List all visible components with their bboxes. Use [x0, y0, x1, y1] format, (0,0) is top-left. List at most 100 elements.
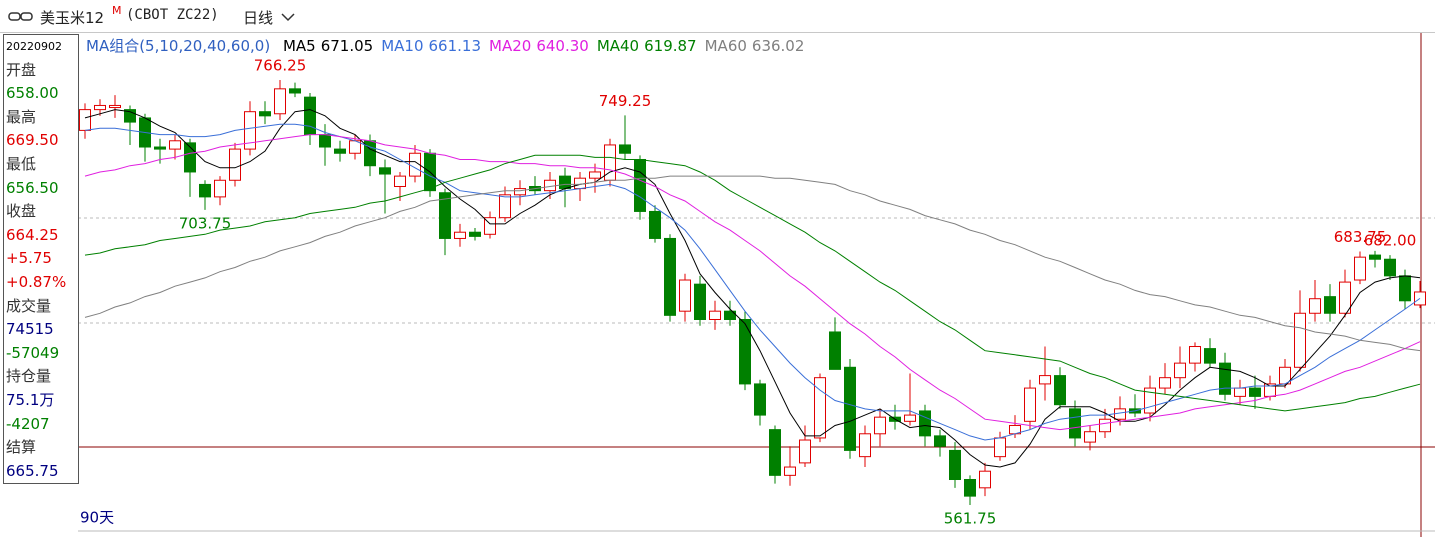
- info-item: 75.1万: [6, 390, 55, 409]
- candle-body: [559, 175, 571, 190]
- candle-body: [109, 104, 121, 109]
- ma-line: [84, 123, 1421, 441]
- info-item: -57049: [6, 343, 60, 362]
- candle-body: [724, 310, 736, 320]
- candle-body: [679, 279, 691, 312]
- candle-body: [94, 104, 106, 111]
- legend-name: MA10: [381, 37, 424, 55]
- period-label: 90天: [80, 509, 114, 527]
- symbol-code: (CBOT ZC22): [126, 7, 219, 23]
- info-item: -4207: [6, 414, 50, 433]
- candle-body: [964, 479, 976, 497]
- legend-entry: MA60 636.02: [705, 37, 805, 55]
- candle-body: [1309, 298, 1321, 314]
- candle-body: [1099, 418, 1111, 433]
- candle-body: [859, 433, 871, 458]
- ma-line: [84, 134, 1421, 431]
- legend-entry: MA40 619.87: [597, 37, 697, 55]
- candle-body: [739, 318, 751, 385]
- candle-body: [439, 192, 451, 239]
- candle-body: [829, 331, 841, 370]
- candle-body: [1189, 346, 1201, 364]
- price-annotation: 561.75: [944, 509, 997, 527]
- legend-value: 671.05: [320, 37, 374, 55]
- info-item: 开盘: [6, 60, 37, 79]
- info-item: 成交量: [6, 296, 52, 315]
- candle-body: [184, 142, 196, 173]
- indicator-name[interactable]: MA组合(5,10,20,40,60,0): [86, 37, 271, 55]
- candle-body: [1069, 408, 1081, 439]
- info-item: 664.25: [6, 225, 59, 244]
- info-item: 收盘: [6, 202, 37, 221]
- legend-entry: MA5 671.05: [283, 37, 373, 55]
- symbol: 美玉米12: [40, 9, 105, 27]
- candle-body: [394, 175, 406, 188]
- candle-body: [589, 171, 601, 179]
- candle-body: [709, 310, 721, 320]
- legend-value: 619.87: [644, 37, 697, 55]
- info-item: 持仓量: [6, 367, 52, 386]
- candle-body: [259, 111, 271, 117]
- legend-name: MA5: [282, 37, 316, 55]
- period-select[interactable]: 日线: [243, 9, 274, 27]
- info-item: +0.87%: [6, 272, 67, 291]
- candle-body: [1174, 362, 1186, 379]
- candle-body: [469, 231, 481, 237]
- ma-line: [84, 154, 1421, 412]
- candle-body: [634, 158, 646, 212]
- candle-body: [919, 410, 931, 437]
- link-icon[interactable]: [8, 10, 34, 24]
- candle-body: [289, 88, 301, 94]
- legend-name: MA20: [489, 37, 532, 55]
- info-date: 20220902: [6, 40, 62, 53]
- candle-body: [1399, 275, 1411, 302]
- candle-body: [934, 435, 946, 447]
- candle-body: [1369, 254, 1381, 260]
- candle-body: [1384, 258, 1396, 277]
- candle-body: [1144, 387, 1156, 414]
- legend-value: 661.13: [428, 37, 482, 55]
- candle-body: [994, 437, 1006, 458]
- info-item: 结算: [6, 438, 37, 457]
- candle-body: [1159, 377, 1171, 389]
- candle-body: [649, 210, 661, 239]
- candle-body: [304, 96, 316, 136]
- candle-body: [814, 377, 826, 439]
- candle-body: [1219, 362, 1231, 395]
- ma-line: [84, 175, 1421, 352]
- price-annotation: 682.00: [1364, 232, 1417, 250]
- price-annotation: 766.25: [254, 57, 307, 75]
- candle-body: [664, 237, 676, 316]
- legend-entry: MA10 661.13: [381, 37, 481, 55]
- candle-body: [334, 148, 346, 154]
- info-item: 669.50: [6, 131, 59, 150]
- dropdown-arrow[interactable]: [281, 12, 295, 22]
- candle-body: [169, 140, 181, 150]
- legend-entry: MA20 640.30: [489, 37, 589, 55]
- legend-name: MA60: [704, 37, 747, 55]
- candle-body: [979, 470, 991, 489]
- info-item: +5.75: [6, 249, 52, 268]
- legend-value: 636.02: [751, 37, 805, 55]
- ma-line: [84, 109, 1421, 468]
- symbol-flag: M: [112, 4, 122, 17]
- candle-body: [199, 183, 211, 198]
- info-item: 656.50: [6, 178, 59, 197]
- candle-body: [1249, 387, 1261, 397]
- candle-body: [1294, 312, 1306, 368]
- price-annotation: 683.75: [1334, 228, 1387, 246]
- candle-body: [1084, 431, 1096, 443]
- price-annotation: 749.25: [599, 92, 652, 110]
- candle-body: [1024, 387, 1036, 422]
- candle-body: [1114, 408, 1126, 420]
- candle-body: [1039, 375, 1051, 385]
- candle-body: [124, 109, 136, 123]
- candle-body: [484, 217, 496, 235]
- candle-body: [1354, 256, 1366, 281]
- candle-body: [499, 194, 511, 219]
- candle-body: [214, 179, 226, 198]
- candle-body: [694, 283, 706, 320]
- candle-body: [1324, 296, 1336, 314]
